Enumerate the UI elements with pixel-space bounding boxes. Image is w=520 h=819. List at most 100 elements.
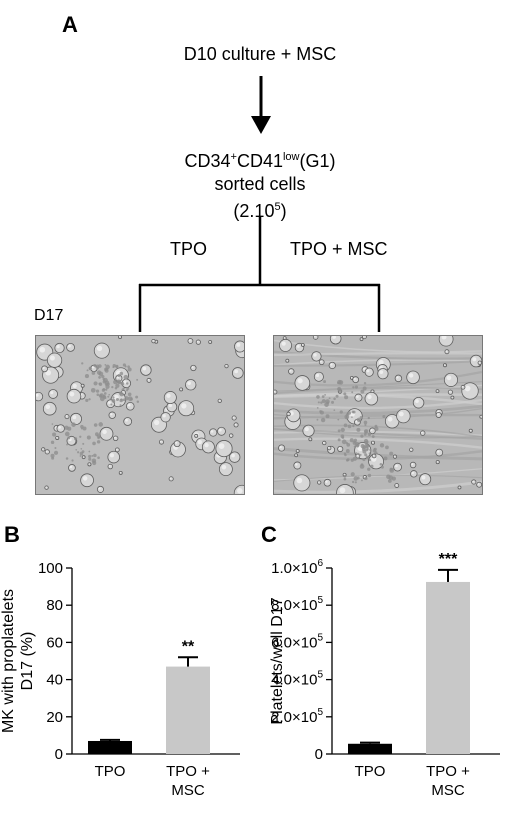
micrograph-platelet (363, 432, 367, 436)
micrograph-platelet (321, 399, 326, 404)
micrograph-cell-highlight (396, 376, 399, 379)
micrograph-platelet (120, 382, 125, 386)
micrograph-platelet (364, 453, 368, 457)
micrograph-platelet (104, 369, 107, 372)
micrograph-platelet (113, 379, 118, 385)
micrograph-cell (285, 358, 290, 363)
micrograph-cell (44, 449, 50, 455)
micrograph-cell-highlight (72, 383, 77, 389)
micrograph-cell (294, 453, 299, 458)
micrograph-cell-highlight (218, 428, 222, 432)
micrograph-platelet (367, 432, 372, 436)
micrograph-cell (146, 377, 152, 383)
micrograph-platelet (389, 467, 394, 472)
micrograph-platelet (320, 401, 323, 404)
micrograph-cell (406, 370, 420, 385)
micrograph-platelet (98, 422, 104, 427)
x-tick-label: TPO (355, 763, 386, 780)
day-label-d17: D17 (34, 307, 64, 324)
micrograph-platelet (111, 385, 114, 389)
micrograph-cell-highlight (168, 403, 173, 408)
micrograph-platelet (96, 393, 100, 396)
micrograph-platelet (359, 453, 362, 456)
micrograph-cell-highlight (421, 475, 426, 480)
micrograph-cell-highlight (127, 403, 131, 407)
micrograph-cell-highlight (236, 342, 241, 347)
micrograph-platelet (389, 451, 394, 456)
micrograph-fiber (274, 480, 482, 494)
micrograph-cell-highlight (395, 464, 398, 468)
micrograph-platelet (343, 477, 347, 481)
micrograph-platelet (367, 473, 372, 478)
micrograph-cell-highlight (289, 369, 292, 372)
micrograph-platelet (351, 480, 355, 484)
micrograph-platelet (361, 479, 363, 482)
micrograph-cell (112, 435, 119, 441)
micrograph-platelet (356, 417, 362, 422)
significance-marker: *** (439, 551, 458, 568)
micrograph-cell (377, 368, 389, 380)
micrograph-cell-highlight (197, 440, 202, 445)
micrograph-cell (118, 470, 123, 475)
micrograph-cell-highlight (398, 411, 404, 417)
micrograph-platelet (337, 429, 341, 433)
micrograph-platelet (117, 373, 121, 378)
micrograph-cell (394, 483, 400, 488)
micrograph-platelet (124, 396, 129, 401)
micrograph-platelet (127, 367, 132, 372)
micrograph-cell-highlight (181, 403, 187, 409)
micrograph-cell (178, 400, 195, 417)
micrograph-cell (108, 411, 116, 419)
micrograph-cell-highlight (338, 447, 341, 450)
micrograph-cell-highlight (372, 454, 375, 457)
micrograph-platelet (379, 443, 385, 448)
micrograph-platelet (363, 381, 367, 385)
micrograph-platelet (75, 448, 78, 451)
micrograph-platelet (95, 389, 100, 393)
cell-count-base: (2.10 (233, 201, 275, 221)
micrograph-cell (96, 485, 105, 493)
micrograph-cell-highlight (451, 396, 453, 398)
micrograph-cell-highlight (107, 401, 111, 404)
micrograph-cell-highlight (314, 336, 316, 338)
micrograph-cell-highlight (81, 384, 83, 386)
micrograph-platelet (359, 416, 363, 419)
micrograph-cell (352, 376, 360, 384)
x-tick-label: MSC (431, 782, 465, 799)
micrograph-cell (410, 470, 418, 478)
y-tick-label: 100 (38, 560, 63, 577)
micrograph-cell (279, 338, 293, 352)
micrograph-cell (477, 360, 482, 366)
micrograph-tpo-image (36, 336, 244, 494)
micrograph-cell-highlight (69, 391, 75, 397)
micrograph-platelet (71, 422, 76, 427)
micrograph-platelet (135, 395, 139, 399)
micrograph-cell-highlight (91, 366, 95, 369)
micrograph-cell (70, 412, 82, 425)
micrograph-platelet (351, 391, 354, 394)
y-tick-label: 0 (315, 746, 323, 763)
micrograph-cell (160, 412, 171, 423)
micrograph-cell-highlight (356, 395, 359, 398)
micrograph-cell (412, 396, 425, 409)
micrograph-platelet (88, 454, 92, 459)
micrograph-platelet (355, 444, 360, 448)
micrograph-cell-highlight (160, 440, 162, 443)
y-axis-label: Platelets/well D17 (269, 597, 286, 724)
micrograph-platelet (364, 394, 367, 397)
chart-platelets-per-well: 0 2.0×105 4.0×105 6.0×105 8.0×105 1.0×106 Plat… (260, 540, 520, 819)
micrograph-platelet (99, 396, 105, 402)
sorted-cells-text: sorted cells (214, 174, 306, 194)
micrograph-cell (444, 349, 450, 355)
micrograph-fiber (274, 428, 482, 440)
cell-count-end: ) (280, 201, 287, 221)
micrograph-cell-highlight (477, 483, 480, 485)
micrograph-platelet (354, 385, 359, 389)
micrograph-cell (409, 447, 414, 452)
micrograph-platelet (380, 465, 384, 469)
micrograph-platelet (357, 452, 360, 456)
micrograph-cell-highlight (367, 394, 372, 399)
micrograph-platelet (92, 460, 97, 466)
micrograph-cell (46, 352, 63, 368)
micrograph-cell-highlight (45, 486, 47, 488)
